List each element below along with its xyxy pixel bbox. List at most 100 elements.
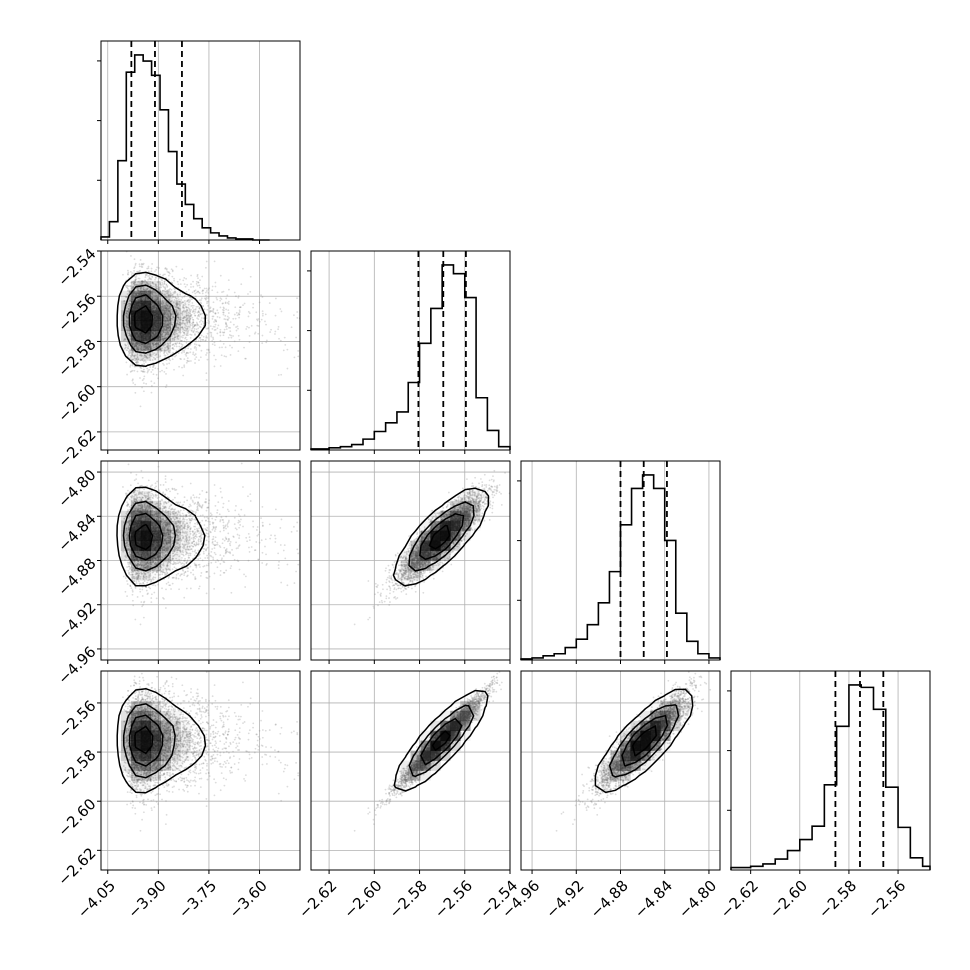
sample-point bbox=[274, 314, 277, 317]
sample-point bbox=[177, 335, 180, 338]
sample-point bbox=[192, 538, 195, 540]
sample-point bbox=[134, 292, 137, 295]
sample-point bbox=[140, 263, 143, 266]
sample-point bbox=[210, 561, 213, 564]
sample-point bbox=[146, 371, 149, 374]
sample-point bbox=[127, 329, 130, 332]
sample-point bbox=[197, 313, 200, 316]
sample-point bbox=[136, 343, 139, 346]
sample-point bbox=[152, 282, 155, 285]
sample-point bbox=[144, 279, 146, 282]
sample-point bbox=[143, 354, 146, 356]
sample-point bbox=[127, 289, 130, 291]
sample-point bbox=[333, 546, 335, 548]
sample-point bbox=[142, 263, 144, 266]
sample-point bbox=[197, 558, 200, 561]
sample-point bbox=[138, 344, 141, 347]
sample-point bbox=[264, 320, 266, 323]
sample-point bbox=[158, 277, 161, 280]
sample-point bbox=[213, 344, 216, 346]
sample-point bbox=[142, 248, 144, 250]
sample-point bbox=[214, 536, 217, 539]
sample-point bbox=[129, 365, 132, 368]
sample-point bbox=[124, 284, 127, 287]
sample-point bbox=[150, 348, 153, 350]
sample-point bbox=[205, 372, 208, 375]
sample-point bbox=[184, 330, 187, 332]
sample-point bbox=[212, 310, 214, 312]
sample-point bbox=[153, 382, 156, 384]
sample-point bbox=[221, 557, 223, 560]
sample-point bbox=[154, 292, 157, 295]
sample-point bbox=[239, 306, 242, 309]
sample-point bbox=[181, 321, 184, 324]
sample-point bbox=[184, 322, 186, 325]
sample-point bbox=[185, 330, 188, 332]
sample-point bbox=[163, 325, 166, 328]
sample-point bbox=[172, 295, 175, 298]
sample-point bbox=[165, 316, 167, 319]
sample-point bbox=[137, 277, 140, 280]
sample-point bbox=[195, 305, 198, 308]
sample-point bbox=[180, 322, 183, 325]
sample-point bbox=[193, 324, 196, 327]
sample-point bbox=[274, 297, 277, 300]
sample-point bbox=[197, 324, 200, 327]
sample-point bbox=[160, 335, 163, 338]
sample-point bbox=[137, 342, 140, 345]
sample-point bbox=[168, 289, 171, 291]
sample-point bbox=[226, 294, 229, 297]
sample-point bbox=[191, 327, 194, 330]
sample-point bbox=[148, 289, 151, 292]
sample-point bbox=[195, 356, 198, 359]
sample-point bbox=[140, 348, 143, 351]
sample-point bbox=[150, 348, 152, 351]
sample-point bbox=[214, 328, 217, 331]
sample-point bbox=[173, 279, 175, 282]
sample-point bbox=[177, 352, 180, 354]
sample-point bbox=[188, 316, 191, 319]
sample-point bbox=[133, 290, 136, 293]
sample-point bbox=[139, 344, 142, 347]
sample-point bbox=[128, 349, 131, 352]
sample-point bbox=[170, 300, 173, 303]
sample-point bbox=[296, 297, 298, 300]
sample-point bbox=[179, 357, 182, 360]
sample-point bbox=[184, 353, 187, 356]
sample-point bbox=[127, 310, 130, 313]
sample-point bbox=[163, 337, 166, 340]
sample-point bbox=[162, 331, 165, 334]
sample-point bbox=[136, 345, 138, 348]
sample-point bbox=[178, 365, 180, 368]
sample-point bbox=[134, 264, 137, 266]
sample-point bbox=[164, 386, 167, 388]
sample-point bbox=[171, 310, 174, 313]
sample-point bbox=[185, 290, 188, 293]
sample-point bbox=[196, 284, 199, 287]
sample-point bbox=[198, 315, 201, 318]
sample-point bbox=[224, 321, 227, 324]
sample-point bbox=[179, 293, 182, 296]
sample-point bbox=[137, 287, 140, 290]
sample-point bbox=[190, 298, 192, 301]
sample-point bbox=[128, 330, 130, 333]
sample-point bbox=[148, 352, 151, 355]
sample-point bbox=[145, 273, 148, 276]
sample-point bbox=[132, 299, 134, 301]
sample-point bbox=[181, 312, 184, 315]
sample-point bbox=[198, 325, 201, 328]
sample-point bbox=[201, 289, 204, 292]
sample-point bbox=[132, 295, 134, 298]
sample-point bbox=[167, 347, 170, 350]
sample-point bbox=[193, 325, 196, 328]
sample-point bbox=[171, 299, 173, 302]
sample-point bbox=[166, 307, 168, 310]
sample-point bbox=[171, 323, 174, 326]
sample-point bbox=[172, 296, 174, 299]
sample-point bbox=[171, 344, 174, 346]
sample-point bbox=[247, 310, 250, 313]
sample-point bbox=[163, 351, 166, 354]
sample-point bbox=[168, 322, 170, 325]
sample-point bbox=[192, 351, 195, 354]
histogram-panel-1 bbox=[97, 40, 301, 244]
